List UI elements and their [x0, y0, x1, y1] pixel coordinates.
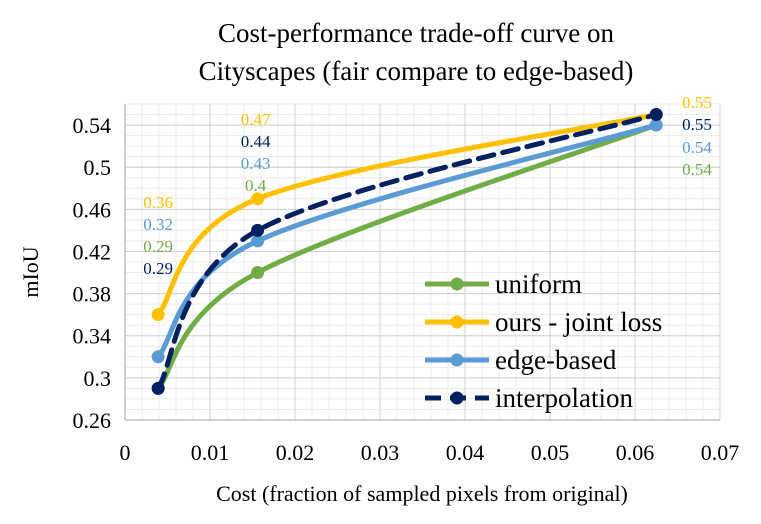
y-tick-label: 0.34: [73, 324, 112, 349]
y-tick-label: 0.3: [84, 366, 112, 391]
series-line-uniform: [155, 122, 659, 391]
legend-label: interpolation: [495, 383, 633, 413]
data-point: [251, 234, 265, 248]
data-point: [151, 308, 165, 322]
data-point: [251, 223, 265, 237]
x-tick-label: 0.03: [361, 440, 400, 465]
x-tick-label: 0.02: [276, 440, 315, 465]
x-tick-label: 0: [120, 440, 131, 465]
y-tick-label: 0.38: [73, 282, 112, 307]
legend-label: uniform: [495, 269, 582, 299]
data-point: [649, 108, 663, 122]
data-labels: 0.36 0.32 0.29 0.29 0.47 0.44 0.43 0.4 0.55 0.55 0…: [143, 93, 712, 278]
x-tick-label: 0.06: [616, 440, 655, 465]
legend-swatch-marker: [450, 391, 464, 405]
legend-label: edge-based: [495, 345, 617, 375]
legend-swatch-marker: [450, 353, 464, 367]
y-tick-label: 0.42: [73, 239, 112, 264]
x-tick-label: 0.01: [191, 440, 230, 465]
legend-swatch-marker: [450, 277, 464, 291]
series-lines: [151, 108, 663, 395]
data-label: 0.55: [682, 93, 712, 112]
data-label: 0.4: [245, 176, 267, 195]
data-label: 0.44: [241, 132, 271, 151]
chart-title-line-1: Cost-performance trade-off curve on: [218, 18, 615, 48]
series-line-interpolation: [155, 112, 659, 391]
data-label: 0.43: [241, 154, 271, 173]
y-tick-label: 0.46: [73, 197, 112, 222]
chart-title-line-2: Cityscapes (fair compare to edge-based): [199, 56, 634, 86]
data-label: 0.55: [682, 115, 712, 134]
y-axis-title: mIoU: [18, 246, 43, 297]
data-label: 0.54: [682, 160, 712, 179]
data-label: 0.29: [143, 259, 173, 278]
x-tick-label: 0.07: [701, 440, 740, 465]
data-label: 0.29: [143, 237, 173, 256]
x-axis-title: Cost (fraction of sampled pixels from or…: [216, 481, 628, 506]
y-tick-label: 0.54: [73, 113, 112, 138]
data-point: [151, 350, 165, 364]
data-point: [251, 192, 265, 206]
y-tick-label: 0.26: [73, 408, 112, 433]
x-tick-label: 0.05: [531, 440, 570, 465]
data-label: 0.32: [143, 215, 173, 234]
x-tick-label: 0.04: [446, 440, 485, 465]
data-label: 0.54: [682, 138, 712, 157]
data-point: [649, 118, 663, 132]
data-label: 0.36: [143, 193, 173, 212]
y-tick-label: 0.5: [84, 155, 112, 180]
legend: uniform ours - joint loss edge-based interp…: [425, 269, 662, 413]
legend-swatch-marker: [450, 315, 464, 329]
grid: [124, 103, 721, 421]
series-line-ours-joint-loss: [155, 112, 659, 318]
series-line-edge-based: [155, 122, 659, 360]
axes: 0 0.01 0.02 0.03 0.04 0.05 0.06 0.07 0.26 0.3 0.34…: [73, 104, 740, 465]
data-point: [151, 381, 165, 395]
legend-label: ours - joint loss: [495, 307, 662, 337]
data-label: 0.47: [241, 110, 271, 129]
data-point: [251, 266, 265, 280]
